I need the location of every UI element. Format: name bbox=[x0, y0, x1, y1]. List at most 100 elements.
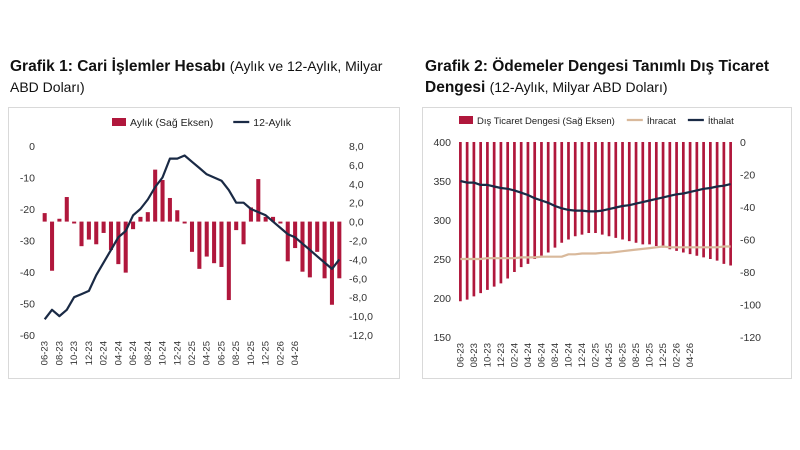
right-tick-6: -120 bbox=[740, 332, 761, 344]
right-tick-8: -8,0 bbox=[349, 292, 367, 304]
x-tick-11: 04-25 bbox=[202, 341, 213, 365]
left-tick-1: -10 bbox=[20, 173, 35, 185]
legend-label-1: 12-Aylık bbox=[253, 117, 291, 129]
x-tick-8: 10-24 bbox=[563, 343, 574, 367]
x-tick-9: 12-24 bbox=[172, 341, 183, 365]
x-tick-13: 08-25 bbox=[231, 341, 242, 365]
bar-30 bbox=[263, 216, 268, 222]
x-tick-9: 12-24 bbox=[577, 343, 588, 367]
legend-label-2: İthalat bbox=[708, 116, 734, 127]
right-tick-1: -20 bbox=[740, 170, 755, 182]
bar-3 bbox=[64, 197, 69, 222]
right-tick-10: -12,0 bbox=[349, 330, 373, 342]
x-tick-2: 10-23 bbox=[482, 343, 493, 367]
bar-24 bbox=[219, 221, 224, 267]
bar-7 bbox=[94, 221, 99, 245]
right-tick-5: -2,0 bbox=[349, 236, 367, 248]
bar-29 bbox=[654, 142, 658, 246]
left-tick-2: 300 bbox=[433, 215, 451, 227]
bar-11 bbox=[533, 142, 537, 259]
x-tick-17: 04-26 bbox=[685, 343, 696, 367]
bar-38 bbox=[322, 221, 327, 279]
bar-35 bbox=[695, 142, 699, 256]
bar-39 bbox=[722, 142, 726, 264]
bar-18 bbox=[175, 210, 180, 222]
bar-11 bbox=[123, 221, 128, 273]
bar-40 bbox=[729, 142, 732, 266]
bar-8 bbox=[101, 221, 106, 233]
x-tick-6: 06-24 bbox=[536, 343, 547, 367]
bar-10 bbox=[116, 221, 121, 265]
chart1-svg: 0 -10 -20 -30 -40 -50 -60 8,0 6,0 4,0 2,0 0,0 -2,0 -4… bbox=[20, 117, 373, 365]
chart1-panel: 0 -10 -20 -30 -40 -50 -60 8,0 6,0 4,0 2,0 0,0 -2,0 -4… bbox=[8, 107, 400, 379]
bar-4 bbox=[72, 221, 77, 224]
bar-26 bbox=[634, 142, 638, 243]
chart1-title-rest: (Aylık ve 12-Aylık, Milyar ABD Doları) bbox=[10, 58, 383, 95]
x-tick-4: 02-24 bbox=[99, 341, 110, 365]
bar-26 bbox=[234, 221, 239, 231]
series-line-0 bbox=[460, 245, 731, 261]
bar-5 bbox=[79, 221, 84, 247]
bar-12 bbox=[131, 221, 136, 230]
bar-24 bbox=[621, 142, 624, 240]
right-tick-2: 4,0 bbox=[349, 179, 364, 191]
x-tick-2: 10-23 bbox=[69, 341, 80, 365]
left-tick-6: -60 bbox=[20, 330, 35, 342]
bar-36 bbox=[702, 142, 705, 258]
right-tick-5: -100 bbox=[740, 300, 761, 312]
bar-34 bbox=[688, 142, 692, 255]
left-tick-0: 400 bbox=[433, 137, 451, 149]
x-tick-6: 06-24 bbox=[128, 341, 139, 365]
right-tick-7: -6,0 bbox=[349, 273, 367, 285]
bar-6 bbox=[86, 221, 91, 240]
chart2-svg: 400 350 300 250 200 150 0 -20 -40 -60 -80 -100 -120 0… bbox=[433, 116, 761, 367]
bar-30 bbox=[661, 142, 665, 248]
bar-15 bbox=[153, 169, 158, 222]
bar-14 bbox=[553, 142, 557, 248]
bar-27 bbox=[241, 221, 246, 245]
x-tick-10: 02-25 bbox=[187, 341, 198, 365]
chart2-title-rest: (12-Aylık, Milyar ABD Doları) bbox=[489, 79, 668, 95]
bar-32 bbox=[278, 221, 283, 224]
x-tick-14: 10-25 bbox=[645, 343, 656, 367]
bar-32 bbox=[675, 142, 678, 251]
bar-19 bbox=[587, 142, 591, 233]
chart2-title: Grafik 2: Ödemeler Dengesi Tanımlı Dış T… bbox=[425, 56, 795, 98]
x-tick-16: 02-26 bbox=[672, 343, 683, 367]
bar-3 bbox=[479, 142, 482, 294]
x-tick-0: 06-23 bbox=[455, 343, 466, 367]
legend-swatch-0 bbox=[112, 118, 126, 126]
right-tick-4: -80 bbox=[740, 267, 755, 279]
bar-16 bbox=[567, 142, 570, 240]
bar-12 bbox=[540, 142, 543, 256]
bar-33 bbox=[285, 221, 290, 262]
x-tick-17: 04-26 bbox=[290, 341, 301, 365]
bar-13 bbox=[546, 142, 550, 253]
x-tick-1: 08-23 bbox=[469, 343, 480, 367]
legend-label-1: İhracat bbox=[647, 116, 676, 127]
bar-5 bbox=[492, 142, 496, 287]
bar-1 bbox=[465, 142, 469, 300]
bar-0 bbox=[459, 142, 462, 302]
bar-6 bbox=[499, 142, 503, 284]
left-tick-2: -20 bbox=[20, 204, 35, 216]
bar-38 bbox=[715, 142, 719, 261]
right-tick-2: -40 bbox=[740, 202, 755, 214]
bar-4 bbox=[486, 142, 489, 290]
x-tick-5: 04-24 bbox=[113, 341, 124, 365]
x-tick-12: 06-25 bbox=[618, 343, 629, 367]
bar-39 bbox=[329, 221, 334, 305]
bar-35 bbox=[300, 221, 305, 272]
x-tick-11: 04-25 bbox=[604, 343, 615, 367]
right-tick-0: 0 bbox=[740, 137, 746, 149]
bar-20 bbox=[189, 221, 195, 252]
bar-21 bbox=[600, 142, 604, 235]
bar-2 bbox=[57, 218, 62, 222]
bar-14 bbox=[145, 212, 150, 222]
chart2-title-bold: Grafik 2: Ödemeler Dengesi Tanımlı Dış T… bbox=[425, 58, 769, 96]
right-tick-3: -60 bbox=[740, 235, 755, 247]
chart1-title: Grafik 1: Cari İşlemler Hesabı (Aylık ve… bbox=[10, 56, 390, 98]
right-tick-9: -10,0 bbox=[349, 311, 373, 323]
bar-17 bbox=[573, 142, 577, 237]
x-tick-5: 04-24 bbox=[523, 343, 534, 367]
